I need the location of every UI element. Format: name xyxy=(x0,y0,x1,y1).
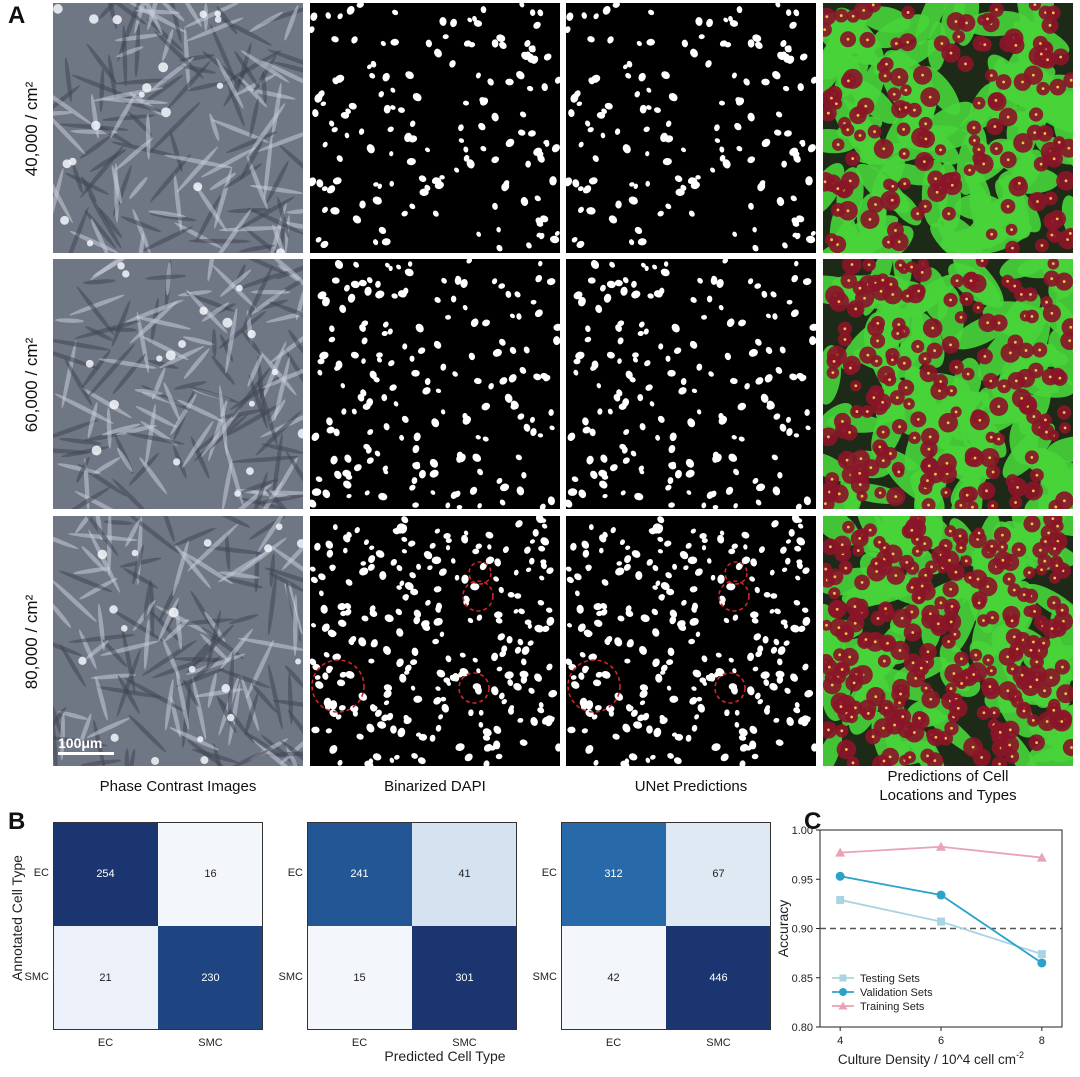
y-tick-label: 0.85 xyxy=(792,973,813,985)
legend-label: Validation Sets xyxy=(860,987,933,999)
data-point xyxy=(1037,950,1046,959)
data-point xyxy=(836,895,845,904)
x-tick-label: 8 xyxy=(1039,1035,1045,1047)
cell-type-prediction-image xyxy=(823,259,1073,509)
cm3-cell-1-0: 42 xyxy=(561,926,666,1030)
unet-prediction-image xyxy=(566,3,816,253)
cm3-ytick-smc: SMC xyxy=(532,971,557,983)
cm3-cell-1-1: 446 xyxy=(666,926,771,1030)
cm2-xtick-ec: EC xyxy=(351,1037,368,1049)
cm2-ytick-smc: SMC xyxy=(278,971,303,983)
phase-contrast-image xyxy=(53,259,303,509)
cm1-cell-0-0: 254 xyxy=(53,822,158,926)
data-point xyxy=(937,917,945,926)
data-point xyxy=(1037,958,1047,968)
cm1-cell-1-1: 230 xyxy=(158,926,263,1030)
phase-contrast-image xyxy=(53,516,303,766)
cm3-ytick-ec: EC xyxy=(541,867,557,879)
cm1-xtick-smc: SMC xyxy=(198,1037,223,1049)
y-axis-title: Accuracy xyxy=(775,900,791,958)
data-point xyxy=(936,890,946,900)
legend-label: Training Sets xyxy=(860,1001,925,1013)
cm2-ytick-ec: EC xyxy=(287,867,303,879)
unet-prediction-image xyxy=(566,516,816,766)
data-point xyxy=(1036,852,1047,862)
cm1-ytick-smc: SMC xyxy=(24,971,49,983)
x-tick-label: 6 xyxy=(938,1035,944,1047)
cm2-xtick-smc: SMC xyxy=(452,1037,477,1049)
cm3-xtick-smc: SMC xyxy=(706,1037,731,1049)
column-label-unet: UNet Predictions xyxy=(634,778,748,795)
data-point xyxy=(936,841,946,851)
legend-marker xyxy=(839,988,847,996)
cm3-xtick-ec: EC xyxy=(605,1037,622,1049)
scale-bar-line xyxy=(58,752,114,755)
cm1-cell-0-1: 16 xyxy=(158,822,263,926)
column-label-dapi: Binarized DAPI xyxy=(384,778,486,795)
cm1-cell-1-0: 21 xyxy=(53,926,158,1030)
cm2-cell-1-0: 15 xyxy=(307,926,412,1030)
binarized-dapi-image xyxy=(310,3,560,253)
scale-bar: 100μm xyxy=(58,735,114,755)
cm2-cell-0-1: 41 xyxy=(412,822,517,926)
cm3-cell-0-0: 312 xyxy=(561,822,666,926)
legend-label: Testing Sets xyxy=(860,973,920,985)
row-label-80000: 80,000 / cm² xyxy=(22,594,41,690)
panel-letter-c: C xyxy=(804,808,822,835)
cm2-cell-0-0: 241 xyxy=(307,822,412,926)
cm1-ytick-ec: EC xyxy=(33,867,49,879)
row-label-60000: 60,000 / cm² xyxy=(22,337,41,433)
binarized-dapi-image xyxy=(310,259,560,509)
legend-marker xyxy=(839,974,847,982)
data-point xyxy=(835,871,845,881)
row-label-40000: 40,000 / cm² xyxy=(22,81,41,177)
column-label-phase: Phase Contrast Images xyxy=(99,778,257,795)
y-tick-label: 0.80 xyxy=(792,1022,813,1034)
cm2-cell-1-1: 301 xyxy=(412,926,517,1030)
x-axis-title: Culture Density / 10^4 cell cm-2 xyxy=(838,1050,1024,1067)
phase-contrast-image xyxy=(53,3,303,253)
x-tick-label: 4 xyxy=(837,1035,843,1047)
accuracy-chart: 0.80 0.85 0.90 0.95 1.00 4 6 8 Testing Sets Valid… xyxy=(775,825,1063,1067)
column-label-predictions: Predictions of Cell Locations and Types xyxy=(879,768,1017,804)
cell-type-prediction-image xyxy=(823,3,1073,253)
legend-marker xyxy=(838,1001,848,1010)
unet-prediction-image xyxy=(566,259,816,509)
cell-type-prediction-image xyxy=(823,516,1073,766)
panel-letter-a: A xyxy=(8,2,26,29)
y-tick-label: 1.00 xyxy=(792,825,813,837)
y-tick-label: 0.90 xyxy=(792,924,813,936)
binarized-dapi-image xyxy=(310,516,560,766)
cm1-xtick-ec: EC xyxy=(97,1037,114,1049)
scale-bar-label: 100μm xyxy=(58,735,103,751)
panel-letter-b: B xyxy=(8,808,26,835)
cm3-cell-0-1: 67 xyxy=(666,822,771,926)
data-point xyxy=(835,847,846,857)
cm-xlabel: Predicted Cell Type xyxy=(384,1048,506,1064)
y-tick-label: 0.95 xyxy=(792,874,813,886)
